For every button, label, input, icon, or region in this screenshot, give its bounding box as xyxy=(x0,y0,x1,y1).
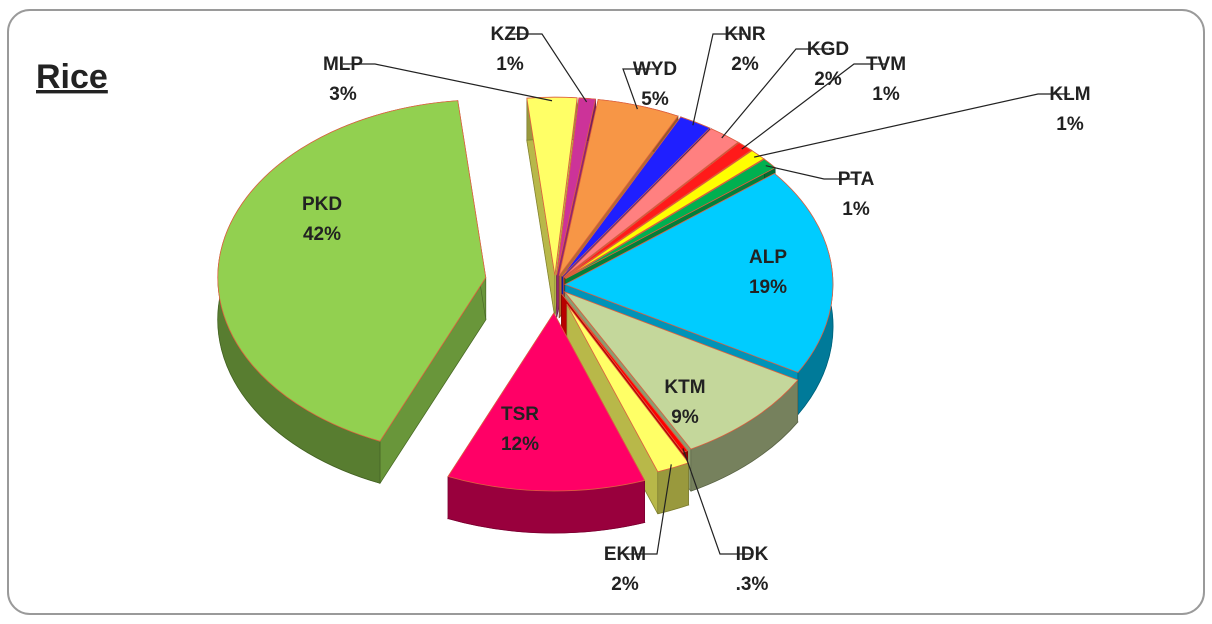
slice-value-label: 2% xyxy=(814,69,842,90)
slice-top xyxy=(563,291,799,450)
leader-line xyxy=(682,448,752,555)
slice xyxy=(447,311,646,534)
slice-top xyxy=(561,293,689,453)
leader-line xyxy=(622,68,655,110)
slice-label: PKD xyxy=(302,194,342,215)
slice-top xyxy=(526,96,578,276)
slice-top xyxy=(556,97,597,276)
pie xyxy=(217,96,834,534)
slice-value-label: 1% xyxy=(496,54,524,75)
slice-top xyxy=(447,312,646,492)
slice xyxy=(566,303,690,515)
leader-line xyxy=(754,93,1070,158)
leader-line xyxy=(510,33,588,103)
slice-value-label: 2% xyxy=(731,54,759,75)
slice xyxy=(217,100,487,485)
slice-label: ALP xyxy=(749,247,787,268)
slice xyxy=(526,96,578,318)
slice-label: WYD xyxy=(633,59,677,80)
slice-value-label: 3% xyxy=(329,84,357,105)
slice-label: KZD xyxy=(490,24,529,45)
slice-top xyxy=(561,116,711,277)
slice-value-label: 1% xyxy=(1056,114,1084,135)
leader-line xyxy=(741,63,886,150)
slice-label: KGD xyxy=(807,39,849,60)
chart-title: Rice xyxy=(36,58,108,96)
labels: MLP 3% KZD 1% WYD 5% KNR 2% KGD 2% TVM 1% KLM 1% PTA 1%… xyxy=(302,24,1091,595)
slice-label: EKM xyxy=(604,544,646,565)
slice-top xyxy=(563,172,834,373)
slice-value-label: 12% xyxy=(501,434,539,455)
slice-top xyxy=(558,99,679,276)
slice-top xyxy=(563,128,739,278)
slice-value-label: .3% xyxy=(736,574,769,595)
slice-label: KLM xyxy=(1049,84,1090,105)
leader-line xyxy=(721,48,828,139)
slice-value-label: 19% xyxy=(749,277,787,298)
leader-line xyxy=(765,165,856,180)
leader-line xyxy=(343,63,553,102)
slice-value-label: 1% xyxy=(842,199,870,220)
slice-value-label: 9% xyxy=(671,407,699,428)
slice-value-label: 5% xyxy=(641,89,669,110)
slice-top xyxy=(217,100,487,442)
slice-label: IDK xyxy=(736,544,769,565)
slice-label: KNR xyxy=(724,24,765,45)
slice-top xyxy=(564,150,765,279)
slice-label: KTM xyxy=(664,377,705,398)
leader-line xyxy=(692,33,745,126)
slice-value-label: 42% xyxy=(303,224,341,245)
slice-value-label: 1% xyxy=(872,84,900,105)
slice-label: TSR xyxy=(501,404,539,425)
slice-label: MLP xyxy=(323,54,363,75)
slice-value-label: 2% xyxy=(611,574,639,595)
slice-label: PTA xyxy=(838,169,875,190)
slice-label: TVM xyxy=(866,54,906,75)
leader-line xyxy=(625,464,672,555)
